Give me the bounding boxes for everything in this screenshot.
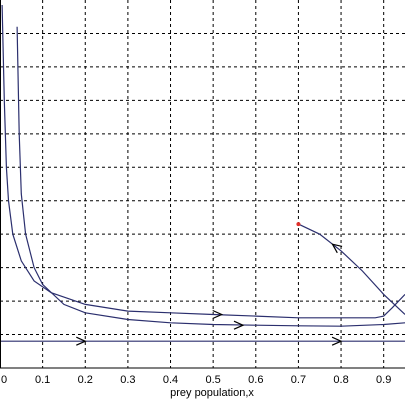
x-tick-label: 0 (1, 374, 7, 386)
direction-arrow (76, 336, 87, 346)
x-tick-label: 0.5 (206, 374, 221, 386)
trajectory-line (1, 4, 405, 319)
direction-arrows (76, 243, 343, 346)
direction-arrow (331, 336, 343, 346)
grid-lines (0, 0, 405, 368)
start-markers (296, 222, 301, 227)
x-axis-title: prey population,x (170, 387, 254, 399)
trajectory-line (16, 26, 405, 327)
x-tick-label: 0.1 (35, 374, 50, 386)
direction-arrow (233, 320, 245, 330)
x-tick-label: 0.4 (163, 374, 178, 386)
x-tick-label: 0.6 (248, 374, 263, 386)
x-tick-label: 0.2 (78, 374, 93, 386)
x-tick-label: 0.3 (120, 374, 135, 386)
x-tick-label: 0.7 (291, 374, 306, 386)
x-tick-labels: 0 0.1 0.2 0.3 0.4 0.5 0.6 0.7 0.8 0.9 (1, 374, 391, 386)
trajectory-line (298, 223, 405, 315)
x-tick-label: 0.8 (333, 374, 348, 386)
direction-arrow (331, 243, 343, 254)
direction-arrow (212, 309, 224, 320)
x-tick-label: 0.9 (376, 374, 391, 386)
start-point-marker (296, 222, 301, 227)
